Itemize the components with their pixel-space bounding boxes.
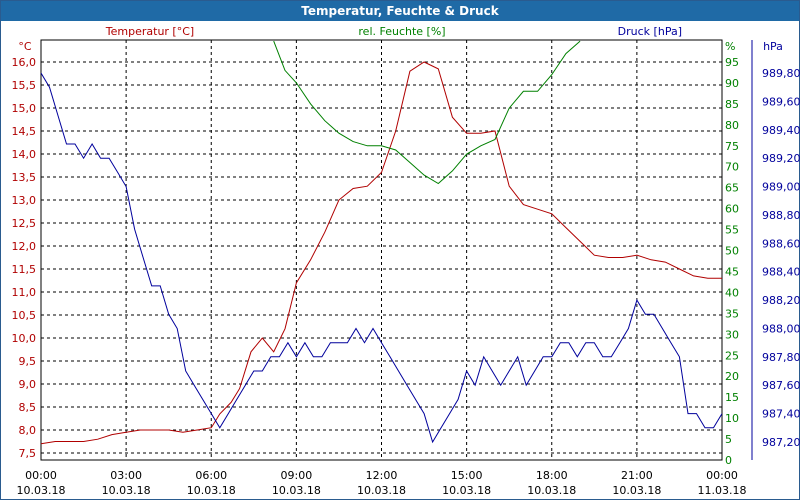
pressure-tick-label: 987,20	[762, 436, 800, 449]
pressure-tick-label: 988,80	[762, 209, 800, 222]
temperature-tick-label: 11,0	[12, 286, 37, 299]
pressure-tick-label: 989,00	[762, 181, 800, 194]
temperature-tick-label: 7,5	[19, 447, 37, 460]
x-tick-time: 00:00	[25, 469, 57, 482]
x-tick-date: 10.03.18	[527, 484, 576, 497]
temperature-series-line	[41, 61, 722, 445]
temperature-tick-label: 8,5	[19, 401, 37, 414]
x-tick-date: 10.03.18	[102, 484, 151, 497]
humidity-tick-label: 15	[725, 391, 739, 404]
humidity-tick-label: 75	[725, 140, 739, 153]
humidity-tick-label: 90	[725, 77, 739, 90]
pressure-tick-label: 988,60	[762, 237, 800, 250]
humidity-tick-label: 35	[725, 307, 739, 320]
pressure-tick-label: 988,20	[762, 294, 800, 307]
x-tick-time: 06:00	[195, 469, 227, 482]
pressure-unit-label: hPa	[763, 40, 783, 53]
x-tick-time: 00:00	[706, 469, 738, 482]
series-label: Temperatur [°C]	[105, 25, 194, 38]
pressure-tick-label: 987,80	[762, 351, 800, 364]
temperature-tick-label: 14,0	[12, 148, 37, 161]
temperature-tick-label: 12,0	[12, 240, 37, 253]
temperature-axis: °C 16,0 15,5 15,0 14,5 14,0 13,5 13,0 12,5 12,0 11…	[12, 40, 37, 460]
chart-title: Temperatur, Feuchte & Druck	[1, 1, 799, 21]
pressure-series-line	[41, 72, 722, 444]
pressure-tick-label: 989,20	[762, 152, 800, 165]
x-tick-time: 09:00	[281, 469, 313, 482]
x-tick-time: 15:00	[451, 469, 483, 482]
temperature-tick-label: 16,0	[12, 56, 37, 69]
pressure-tick-label: 989,60	[762, 95, 800, 108]
chart-grid	[40, 39, 723, 461]
temperature-tick-label: 11,5	[12, 263, 37, 276]
temperature-tick-label: 15,0	[12, 102, 37, 115]
x-tick-date: 10.03.18	[17, 484, 66, 497]
x-tick-time: 21:00	[621, 469, 653, 482]
temperature-tick-label: 8,0	[19, 424, 37, 437]
humidity-tick-label: 85	[725, 98, 739, 111]
temperature-tick-label: 10,0	[12, 332, 37, 345]
series-label: rel. Feuchte [%]	[358, 25, 445, 38]
humidity-tick-label: 95	[725, 56, 739, 69]
x-tick-time: 12:00	[366, 469, 398, 482]
humidity-tick-label: 50	[725, 245, 739, 258]
temperature-tick-label: 14,5	[12, 125, 37, 138]
humidity-tick-label: 5	[725, 433, 732, 446]
series-label: Druck [hPa]	[618, 25, 682, 38]
temperature-tick-label: 12,5	[12, 217, 37, 230]
temperature-tick-label: 9,0	[19, 378, 37, 391]
x-tick-date: 10.03.18	[187, 484, 236, 497]
humidity-tick-label: 25	[725, 349, 739, 362]
temperature-tick-label: 10,5	[12, 309, 37, 322]
humidity-tick-label: 55	[725, 224, 739, 237]
x-tick-date: 10.03.18	[357, 484, 406, 497]
humidity-tick-label: 20	[725, 370, 739, 383]
humidity-tick-label: 70	[725, 161, 739, 174]
pressure-tick-label: 988,40	[762, 266, 800, 279]
x-tick-time: 03:00	[110, 469, 142, 482]
temperature-tick-label: 13,5	[12, 171, 37, 184]
humidity-series-line	[273, 40, 581, 185]
humidity-tick-label: 45	[725, 265, 739, 278]
pressure-tick-label: 988,00	[762, 322, 800, 335]
x-tick-date: 10.03.18	[612, 484, 661, 497]
humidity-tick-label: 65	[725, 182, 739, 195]
humidity-tick-label: 40	[725, 286, 739, 299]
humidity-unit-label: %	[725, 40, 735, 53]
humidity-tick-label: 30	[725, 328, 739, 341]
humidity-tick-label: 60	[725, 203, 739, 216]
pressure-tick-label: 987,60	[762, 379, 800, 392]
temperature-tick-label: 9,5	[19, 355, 37, 368]
pressure-tick-label: 987,40	[762, 408, 800, 421]
series-lines	[41, 40, 722, 445]
temperature-tick-label: 15,5	[12, 79, 37, 92]
x-tick-time: 18:00	[536, 469, 568, 482]
temperature-tick-label: 13,0	[12, 194, 37, 207]
humidity-tick-label: 10	[725, 412, 739, 425]
x-tick-date: 10.03.18	[442, 484, 491, 497]
pressure-axis: hPa 989,80 989,60 989,40 989,20 989,00 988,80 9…	[751, 40, 800, 460]
pressure-tick-label: 989,80	[762, 67, 800, 80]
temperature-unit-label: °C	[18, 40, 32, 53]
pressure-tick-label: 989,40	[762, 124, 800, 137]
series-labels: Temperatur [°C] rel. Feuchte [%] Druck [hP…	[105, 25, 682, 38]
x-tick-date: 11.03.18	[698, 484, 747, 497]
humidity-tick-label: 80	[725, 119, 739, 132]
time-axis: 00:00 10.03.18 03:00 10.03.18 06:00 10.03.18 0…	[17, 469, 747, 497]
humidity-tick-label: 0	[725, 454, 732, 467]
x-tick-date: 10.03.18	[272, 484, 321, 497]
